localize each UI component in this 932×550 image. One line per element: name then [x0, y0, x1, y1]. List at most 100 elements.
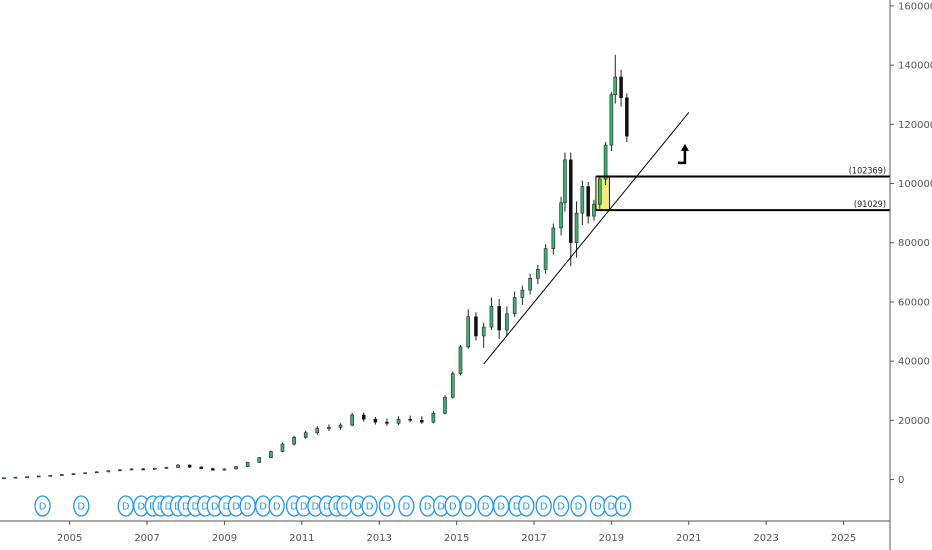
- dividend-marker-16: D: [268, 495, 285, 517]
- candle-body: [408, 418, 412, 421]
- candle-body: [385, 421, 389, 424]
- x-tick-label: 2007: [134, 533, 159, 544]
- dividend-marker-label: D: [201, 502, 209, 513]
- candle-body: [586, 186, 590, 217]
- candle-body: [458, 346, 463, 374]
- candle-49: [528, 273, 532, 295]
- x-tick-label: 2019: [599, 533, 624, 544]
- dividend-marker-circle: [460, 495, 477, 517]
- candle-38: [443, 395, 447, 415]
- dividend-marker-26: D: [398, 495, 415, 517]
- candle-body: [187, 464, 192, 468]
- dividend-marker-circle: [552, 495, 570, 517]
- dividend-marker-label: D: [164, 502, 172, 513]
- dividend-marker-label: D: [366, 502, 374, 513]
- candle-body: [199, 466, 204, 469]
- candle-24: [280, 442, 285, 453]
- dividend-marker-label: D: [232, 502, 240, 513]
- dividend-marker-label: D: [482, 502, 490, 513]
- dividend-marker-label: D: [223, 502, 231, 513]
- candle-body: [431, 412, 436, 423]
- dividend-marker-label: D: [557, 502, 565, 513]
- candle-body: [543, 248, 548, 270]
- candle-43: [481, 322, 486, 348]
- dividend-marker-0: D: [34, 495, 51, 517]
- candle-body: [303, 432, 308, 438]
- candle-40: [458, 344, 463, 376]
- y-tick-label: 100000: [898, 179, 932, 190]
- x-tick-label: 2025: [831, 533, 856, 544]
- candle-41: [466, 309, 471, 349]
- candle-body: [466, 316, 471, 348]
- y-tick-label: 160000: [898, 1, 932, 12]
- candle-46: [505, 306, 509, 336]
- dividend-marker-36: D: [552, 495, 570, 517]
- trendline: [483, 112, 690, 365]
- candle-body: [338, 424, 343, 428]
- dividend-marker-37: D: [570, 495, 587, 517]
- dividend-marker-label: D: [77, 502, 85, 513]
- candle-body: [474, 316, 478, 337]
- candle-19: [222, 468, 227, 471]
- y-tick-label: 0: [898, 475, 904, 486]
- candle-31: [361, 412, 366, 422]
- candle-body: [568, 159, 573, 244]
- dividend-marker-label: D: [402, 502, 410, 513]
- candle-42: [474, 312, 478, 341]
- candle-52: [551, 223, 556, 255]
- drawing-layer: (102369) (91029): [483, 112, 890, 365]
- dividend-marker-label: D: [540, 502, 548, 513]
- dividend-marker-label: D: [182, 502, 190, 513]
- dividend-marker-label: D: [383, 502, 391, 513]
- candle-body: [528, 277, 532, 291]
- dividend-marker-label: D: [137, 502, 145, 513]
- candle-7: [83, 472, 87, 475]
- candle-56: [574, 201, 579, 258]
- dividend-marker-label: D: [259, 502, 267, 513]
- x-tick-label: 2011: [289, 533, 314, 544]
- candle-33: [385, 418, 389, 426]
- candle-53: [559, 196, 563, 236]
- candle-body: [592, 203, 596, 217]
- dividend-marker-25: D: [378, 495, 396, 517]
- candle-22: [257, 457, 262, 463]
- candle-body: [152, 468, 157, 470]
- x-tick-label: 2015: [444, 533, 469, 544]
- dividend-marker-29: D: [444, 495, 461, 517]
- y-tick-label: 140000: [898, 61, 932, 72]
- candle-62: [609, 91, 614, 151]
- dividend-marker-label: D: [354, 502, 362, 513]
- candle-body: [625, 97, 629, 137]
- candle-61: [603, 142, 608, 186]
- candle-body: [574, 212, 579, 244]
- candle-16: [187, 464, 192, 469]
- candle-18: [211, 467, 215, 471]
- candle-body: [497, 306, 501, 331]
- candle-body: [280, 443, 285, 452]
- candle-4: [48, 475, 53, 477]
- y-tick-label: 120000: [898, 120, 932, 131]
- dividend-marker-label: D: [192, 502, 200, 513]
- candle-body: [613, 76, 618, 96]
- candle-body: [597, 178, 602, 205]
- candle-body: [234, 466, 238, 470]
- dividend-marker-circle: [398, 495, 415, 517]
- candle-44: [489, 297, 494, 331]
- candle-15: [176, 464, 180, 469]
- candle-body: [361, 414, 366, 420]
- candle-body: [505, 313, 509, 331]
- x-tick-label: 2009: [212, 533, 237, 544]
- dividend-marker-label: D: [449, 502, 457, 513]
- candle-26: [303, 430, 308, 439]
- candle-36: [419, 416, 424, 424]
- candle-12: [141, 468, 145, 471]
- dividend-marker-35: D: [535, 495, 552, 517]
- candle-57: [580, 180, 585, 225]
- y-tick-label: 60000: [898, 297, 930, 308]
- candle-64: [619, 69, 623, 107]
- candle-body: [551, 227, 556, 249]
- candle-body: [245, 462, 250, 467]
- candle-51: [543, 244, 548, 274]
- candle-14: [164, 466, 169, 469]
- dividend-marker-13: D: [227, 495, 245, 517]
